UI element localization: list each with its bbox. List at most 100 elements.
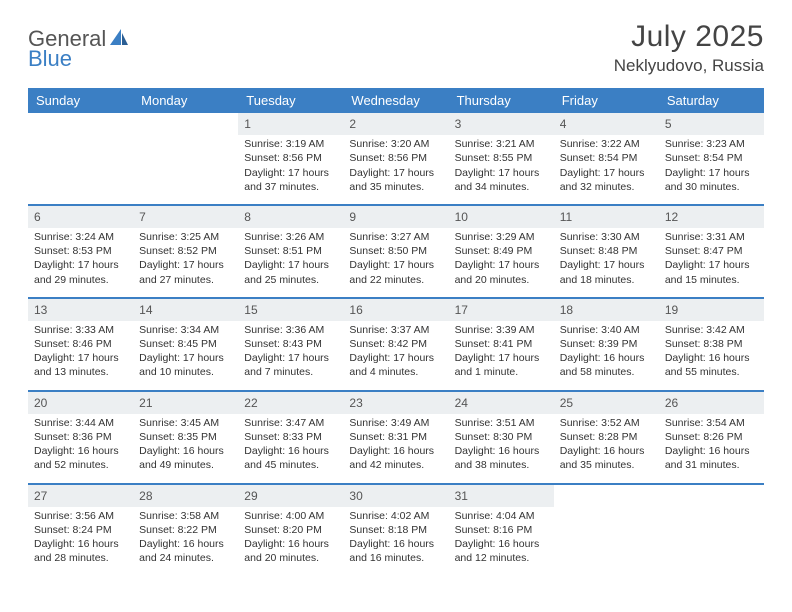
day-sunset: Sunset: 8:48 PM — [560, 244, 653, 258]
day-sunrise: Sunrise: 3:19 AM — [244, 137, 337, 151]
calendar-day-cell: 17Sunrise: 3:39 AMSunset: 8:41 PMDayligh… — [449, 298, 554, 391]
day-daylight: Daylight: 17 hours and 18 minutes. — [560, 258, 653, 286]
calendar-body: 1Sunrise: 3:19 AMSunset: 8:56 PMDaylight… — [28, 113, 764, 575]
day-daylight: Daylight: 17 hours and 25 minutes. — [244, 258, 337, 286]
calendar-day-cell: 8Sunrise: 3:26 AMSunset: 8:51 PMDaylight… — [238, 205, 343, 298]
day-sunset: Sunset: 8:49 PM — [455, 244, 548, 258]
day-sunset: Sunset: 8:43 PM — [244, 337, 337, 351]
day-number: 2 — [343, 113, 448, 135]
day-number: 10 — [449, 206, 554, 228]
day-number: 7 — [133, 206, 238, 228]
brand-sail-icon — [108, 27, 130, 52]
calendar-day-cell: 9Sunrise: 3:27 AMSunset: 8:50 PMDaylight… — [343, 205, 448, 298]
day-sunset: Sunset: 8:50 PM — [349, 244, 442, 258]
day-sunset: Sunset: 8:47 PM — [665, 244, 758, 258]
calendar-day-cell: 18Sunrise: 3:40 AMSunset: 8:39 PMDayligh… — [554, 298, 659, 391]
calendar-day-cell: 16Sunrise: 3:37 AMSunset: 8:42 PMDayligh… — [343, 298, 448, 391]
day-number: 6 — [28, 206, 133, 228]
day-number: 30 — [343, 485, 448, 507]
calendar-day-cell: 13Sunrise: 3:33 AMSunset: 8:46 PMDayligh… — [28, 298, 133, 391]
calendar-day-cell: 1Sunrise: 3:19 AMSunset: 8:56 PMDaylight… — [238, 113, 343, 205]
day-sunset: Sunset: 8:26 PM — [665, 430, 758, 444]
day-sunrise: Sunrise: 3:47 AM — [244, 416, 337, 430]
day-sunset: Sunset: 8:24 PM — [34, 523, 127, 537]
day-number: 21 — [133, 392, 238, 414]
calendar-empty-cell — [28, 113, 133, 205]
calendar-day-cell: 11Sunrise: 3:30 AMSunset: 8:48 PMDayligh… — [554, 205, 659, 298]
calendar-day-cell: 4Sunrise: 3:22 AMSunset: 8:54 PMDaylight… — [554, 113, 659, 205]
calendar-day-cell: 3Sunrise: 3:21 AMSunset: 8:55 PMDaylight… — [449, 113, 554, 205]
calendar-day-cell: 2 Sunrise: 3:20 AMSunset: 8:56 PMDaylight… — [343, 113, 448, 205]
day-daylight: Daylight: 16 hours and 42 minutes. — [349, 444, 442, 472]
day-sunset: Sunset: 8:45 PM — [139, 337, 232, 351]
day-daylight: Daylight: 17 hours and 22 minutes. — [349, 258, 442, 286]
day-daylight: Daylight: 16 hours and 28 minutes. — [34, 537, 127, 565]
title-block: July 2025 Neklyudovo, Russia — [614, 20, 764, 76]
day-sunset: Sunset: 8:16 PM — [455, 523, 548, 537]
day-sunrise: Sunrise: 3:20 AM — [349, 137, 442, 151]
day-number: 18 — [554, 299, 659, 321]
day-sunset: Sunset: 8:52 PM — [139, 244, 232, 258]
day-daylight: Daylight: 17 hours and 4 minutes. — [349, 351, 442, 379]
calendar-week-row: 27Sunrise: 3:56 AMSunset: 8:24 PMDayligh… — [28, 484, 764, 576]
day-daylight: Daylight: 17 hours and 20 minutes. — [455, 258, 548, 286]
day-daylight: Daylight: 16 hours and 45 minutes. — [244, 444, 337, 472]
day-daylight: Daylight: 17 hours and 29 minutes. — [34, 258, 127, 286]
day-number: 15 — [238, 299, 343, 321]
day-daylight: Daylight: 17 hours and 34 minutes. — [455, 166, 548, 194]
day-number: 13 — [28, 299, 133, 321]
day-sunset: Sunset: 8:46 PM — [34, 337, 127, 351]
day-number: 20 — [28, 392, 133, 414]
calendar-head: SundayMondayTuesdayWednesdayThursdayFrid… — [28, 88, 764, 113]
day-header: Monday — [133, 88, 238, 113]
day-sunset: Sunset: 8:20 PM — [244, 523, 337, 537]
day-sunset: Sunset: 8:31 PM — [349, 430, 442, 444]
day-number: 28 — [133, 485, 238, 507]
day-daylight: Daylight: 16 hours and 38 minutes. — [455, 444, 548, 472]
calendar-day-cell: 12Sunrise: 3:31 AMSunset: 8:47 PMDayligh… — [659, 205, 764, 298]
calendar-day-cell: 20Sunrise: 3:44 AMSunset: 8:36 PMDayligh… — [28, 391, 133, 484]
day-daylight: Daylight: 17 hours and 27 minutes. — [139, 258, 232, 286]
day-sunrise: Sunrise: 3:25 AM — [139, 230, 232, 244]
day-sunrise: Sunrise: 3:33 AM — [34, 323, 127, 337]
day-daylight: Daylight: 17 hours and 35 minutes. — [349, 166, 442, 194]
calendar-day-cell: 10Sunrise: 3:29 AMSunset: 8:49 PMDayligh… — [449, 205, 554, 298]
calendar-day-cell: 6Sunrise: 3:24 AMSunset: 8:53 PMDaylight… — [28, 205, 133, 298]
day-daylight: Daylight: 17 hours and 30 minutes. — [665, 166, 758, 194]
day-number: 19 — [659, 299, 764, 321]
day-sunset: Sunset: 8:33 PM — [244, 430, 337, 444]
day-number: 14 — [133, 299, 238, 321]
day-sunrise: Sunrise: 3:52 AM — [560, 416, 653, 430]
calendar-table: SundayMondayTuesdayWednesdayThursdayFrid… — [28, 88, 764, 575]
calendar-week-row: 13 Sunrise: 3:33 AMSunset: 8:46 PM Dayligh… — [28, 298, 764, 391]
calendar-day-cell: 19Sunrise: 3:42 AMSunset: 8:38 PMDayligh… — [659, 298, 764, 391]
day-number: 27 — [28, 485, 133, 507]
day-sunset: Sunset: 8:36 PM — [34, 430, 127, 444]
day-header: Sunday — [28, 88, 133, 113]
day-sunrise: Sunrise: 3:54 AM — [665, 416, 758, 430]
day-sunrise: Sunrise: 4:04 AM — [455, 509, 548, 523]
calendar-empty-cell — [133, 113, 238, 205]
day-daylight: Daylight: 17 hours and 37 minutes. — [244, 166, 337, 194]
day-sunset: Sunset: 8:54 PM — [665, 151, 758, 165]
day-sunrise: Sunrise: 3:22 AM — [560, 137, 653, 151]
day-number: 1 — [238, 113, 343, 135]
day-sunrise: Sunrise: 3:58 AM — [139, 509, 232, 523]
day-sunset: Sunset: 8:35 PM — [139, 430, 232, 444]
day-number: 11 — [554, 206, 659, 228]
day-sunset: Sunset: 8:56 PM — [349, 151, 442, 165]
calendar-day-cell: 28Sunrise: 3:58 AMSunset: 8:22 PMDayligh… — [133, 484, 238, 576]
calendar-day-cell: 14Sunrise: 3:34 AMSunset: 8:45 PMDayligh… — [133, 298, 238, 391]
day-sunrise: Sunrise: 3:49 AM — [349, 416, 442, 430]
day-number: 9 — [343, 206, 448, 228]
day-number: 8 — [238, 206, 343, 228]
day-number: 23 — [343, 392, 448, 414]
day-daylight: Daylight: 17 hours and 32 minutes. — [560, 166, 653, 194]
day-sunset: Sunset: 8:53 PM — [34, 244, 127, 258]
calendar-day-cell: 23 Sunrise: 3:49 AMSunset: 8:31 PMDayligh… — [343, 391, 448, 484]
day-number: 29 — [238, 485, 343, 507]
month-title: July 2025 — [614, 20, 764, 54]
page: General July 2025 Neklyudovo, Russia Blu… — [0, 0, 792, 595]
day-daylight: Daylight: 16 hours and 20 minutes. — [244, 537, 337, 565]
day-sunrise: Sunrise: 3:37 AM — [349, 323, 442, 337]
